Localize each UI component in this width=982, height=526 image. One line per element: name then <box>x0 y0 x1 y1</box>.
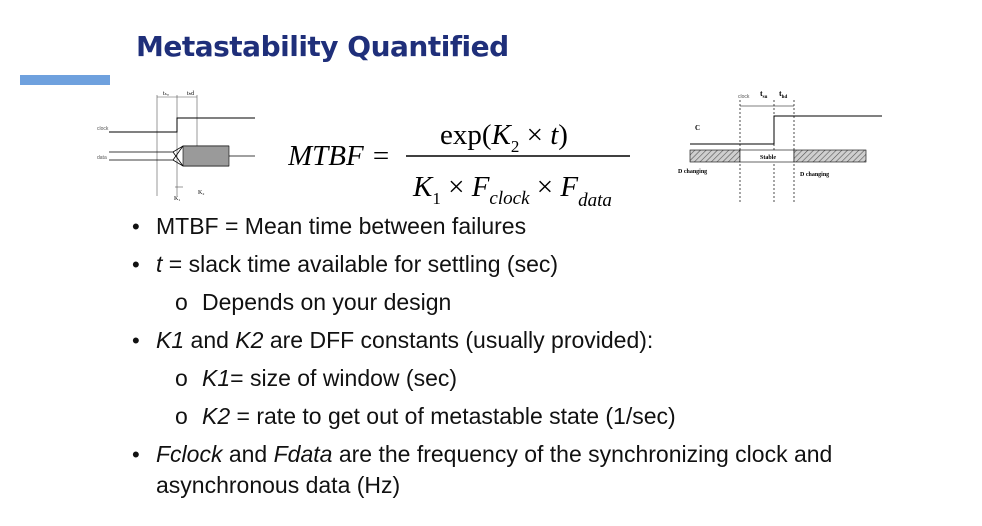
bullet-frequencies: Fclock and Fdata are the frequency of th… <box>130 439 960 501</box>
bullet-text: and <box>222 441 274 467</box>
bullet-text: Depends on your design <box>202 289 452 315</box>
bullet-text: = slack time available for settling (sec… <box>162 251 559 277</box>
bullet-slack-time: t = slack time available for settling (s… <box>130 249 960 280</box>
formula-numerator: exp(K2 × t) <box>440 119 568 156</box>
right-tsu-label: tsu <box>760 89 768 100</box>
bullet-dff-constants: K1 and K2 are DFF constants (usually pro… <box>130 325 960 356</box>
bullet-text: = size of window (sec) <box>230 365 458 391</box>
bullet-text: = rate to get out of metastable state (1… <box>230 403 676 429</box>
tsu-label: tₛᵤ <box>163 91 169 97</box>
mtbf-formula: MTBF = exp(K2 × t) K1 × Fclock × Fdata <box>288 119 630 211</box>
clock-signal-label: clock <box>97 126 109 132</box>
bullet-mtbf: MTBF = Mean time between failures <box>130 211 960 242</box>
right-timing-diagram: clock tsu thd C Stable D changing D chan… <box>678 89 882 202</box>
right-thd-label: thd <box>779 89 787 100</box>
bullet-text: are DFF constants (usually provided): <box>263 327 654 353</box>
formula-lhs: MTBF = <box>288 140 391 172</box>
thd-label: tₕd <box>187 91 194 97</box>
data-signal-label: data <box>97 155 107 161</box>
sub-bullet-k2: K2 = rate to get out of metastable state… <box>130 401 960 432</box>
sub-bullet-design: Depends on your design <box>130 287 960 318</box>
bullet-text-italic: t <box>156 251 163 277</box>
sub-bullet-k1: K1= size of window (sec) <box>130 363 960 394</box>
slide-title: Metastability Quantified <box>136 30 509 63</box>
formula-denominator: K1 × Fclock × Fdata <box>412 171 612 211</box>
bullet-text-italic: K1 <box>156 327 185 353</box>
bullet-text-italic: K2 <box>202 403 231 429</box>
c-signal-label: C <box>695 124 700 132</box>
bullet-text: MTBF = Mean time between failures <box>156 213 527 239</box>
d-changing-right-label: D changing <box>800 172 829 178</box>
k2-label: K₂ <box>198 190 204 196</box>
bullet-text: and <box>184 327 236 353</box>
bullet-text: are the frequency of the synchronizing c… <box>156 441 833 498</box>
accent-bar <box>20 75 110 85</box>
bullet-text-italic: K2 <box>235 327 264 353</box>
stable-label: Stable <box>760 155 776 161</box>
bullet-text-italic: Fdata <box>273 441 333 467</box>
left-timing-diagram: tₛᵤ tₕd clock data K₁ K₂ <box>97 91 255 202</box>
bullet-text-italic: Fclock <box>156 441 223 467</box>
k1-label: K₁ <box>174 196 180 202</box>
right-clock-label: clock <box>738 94 750 100</box>
bullet-text-italic: K1 <box>202 365 231 391</box>
bullet-list: MTBF = Mean time between failures t = sl… <box>130 211 960 508</box>
d-changing-left-label: D changing <box>678 169 707 175</box>
